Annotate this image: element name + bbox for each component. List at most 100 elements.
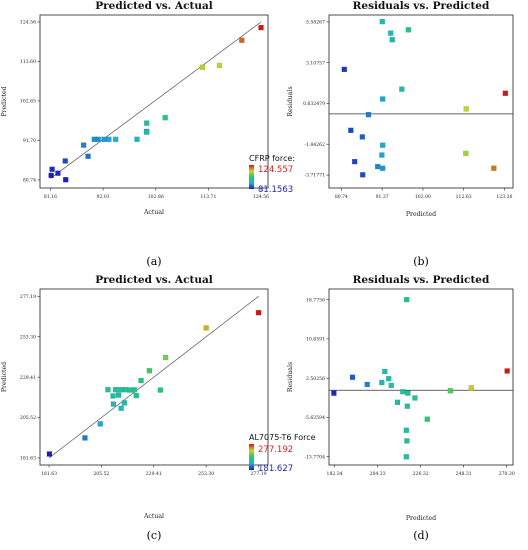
data-point bbox=[118, 405, 124, 411]
y-tick-label: 253.30 bbox=[20, 334, 36, 340]
y-tick-label: 2.50256 bbox=[306, 376, 325, 382]
y-tick-label: 18.7756 bbox=[306, 297, 325, 303]
y-axis-label: Predicted bbox=[1, 362, 8, 392]
data-point bbox=[203, 325, 209, 331]
x-axis-label: Actual bbox=[143, 209, 164, 216]
y-tick-label: 205.52 bbox=[20, 415, 36, 421]
data-point bbox=[113, 136, 119, 142]
y-tick-label: -1.84262 bbox=[304, 142, 325, 148]
data-point bbox=[389, 37, 395, 43]
x-tick-label: 81.16 bbox=[44, 194, 57, 200]
panel-d: Residuals vs. Predicted 182.34 204.33 226.3… bbox=[287, 274, 515, 542]
data-point bbox=[48, 172, 54, 179]
y-tick-label: 3.10757 bbox=[306, 60, 325, 66]
y-tick-label: 80.74 bbox=[23, 178, 36, 184]
colorbar-title: CFRP force: bbox=[249, 154, 295, 163]
y-tick-label: 102.65 bbox=[20, 99, 36, 105]
y-tick-label: -3.71771 bbox=[304, 173, 325, 179]
data-point bbox=[349, 374, 356, 380]
colorbar-title: AL7075-T6 Force bbox=[249, 433, 316, 442]
data-point bbox=[239, 37, 245, 43]
x-tick-label: 102.86 bbox=[148, 194, 164, 200]
y-tick-label: -5.63594 bbox=[304, 415, 325, 421]
data-point bbox=[352, 158, 358, 165]
colorbar-min-label: 81.1563 bbox=[258, 185, 293, 195]
data-point bbox=[379, 152, 385, 158]
data-point bbox=[404, 403, 410, 409]
data-point bbox=[162, 115, 168, 121]
plot-frame bbox=[39, 14, 269, 189]
data-point bbox=[382, 368, 388, 375]
colorbar-gradient bbox=[249, 444, 254, 470]
reference-line bbox=[50, 21, 262, 179]
data-point bbox=[134, 136, 140, 142]
x-tick-label: 204.33 bbox=[370, 471, 386, 477]
data-point bbox=[405, 27, 412, 33]
data-point bbox=[97, 421, 103, 427]
data-point bbox=[118, 387, 124, 393]
colorbar-min-label: 181.627 bbox=[258, 464, 293, 474]
y-tick-label: 0.632479 bbox=[303, 101, 325, 107]
panel-a: Predicted vs. Actual 81.16 92.01 102.86 113.… bbox=[1, 0, 295, 268]
data-point bbox=[386, 376, 392, 382]
data-point bbox=[91, 136, 97, 142]
data-point bbox=[105, 387, 111, 393]
panel-caption: (c) bbox=[147, 529, 162, 542]
panel-c: Predicted vs. Actual 181.63 205.52 229.41 25… bbox=[1, 274, 316, 542]
y-tick-label: 5.58267 bbox=[306, 19, 325, 25]
data-point bbox=[46, 451, 53, 457]
data-point bbox=[49, 166, 55, 172]
data-point bbox=[121, 400, 128, 406]
data-point bbox=[447, 388, 454, 394]
data-point bbox=[375, 163, 381, 170]
plot-frame bbox=[328, 288, 514, 466]
x-tick-label: 102.00 bbox=[415, 194, 431, 200]
data-point bbox=[258, 24, 264, 31]
data-point bbox=[388, 30, 394, 36]
x-tick-label: 124.56 bbox=[253, 194, 269, 200]
x-tick-label: 123.26 bbox=[496, 194, 512, 200]
x-axis-label: Actual bbox=[143, 513, 164, 520]
data-point bbox=[379, 379, 385, 386]
x-tick-label: 113.71 bbox=[200, 194, 216, 200]
data-point bbox=[468, 385, 474, 391]
data-point bbox=[365, 112, 372, 118]
chart-title: Residuals vs. Predicted bbox=[353, 0, 490, 12]
data-point bbox=[157, 387, 164, 393]
panel-b: Residuals vs. Predicted 80.74 91.37 102.00 1… bbox=[287, 0, 514, 268]
data-point bbox=[360, 172, 366, 178]
data-point bbox=[101, 136, 107, 142]
x-tick-label: 80.74 bbox=[335, 194, 348, 200]
colorbar-gradient bbox=[249, 165, 254, 189]
data-point bbox=[115, 392, 122, 398]
data-point bbox=[405, 390, 411, 396]
panel-caption: (b) bbox=[413, 255, 429, 268]
x-tick-label: 181.63 bbox=[41, 471, 57, 477]
data-point bbox=[404, 438, 410, 444]
colorbar-max-label: 124.557 bbox=[258, 165, 293, 175]
data-point bbox=[400, 389, 406, 395]
y-axis-label: Residuals bbox=[287, 86, 294, 116]
data-point bbox=[138, 377, 144, 384]
x-axis-label: Predicted bbox=[406, 211, 436, 218]
colorbar-max-label: 277.192 bbox=[258, 445, 293, 455]
data-point bbox=[122, 387, 129, 393]
data-point bbox=[255, 310, 262, 316]
data-point bbox=[82, 435, 88, 441]
data-point bbox=[112, 387, 119, 393]
data-point bbox=[380, 142, 386, 148]
x-axis-label: Predicted bbox=[406, 515, 436, 522]
x-tick-label: 112.63 bbox=[456, 194, 472, 200]
data-point bbox=[341, 66, 347, 73]
data-point bbox=[106, 136, 112, 142]
data-point bbox=[364, 381, 370, 388]
y-tick-label: 113.60 bbox=[20, 59, 36, 65]
data-point bbox=[133, 392, 139, 399]
data-point bbox=[403, 427, 409, 433]
x-tick-label: 91.37 bbox=[376, 194, 389, 200]
colorbar-legend: AL7075-T6 Force 277.192 181.627 bbox=[249, 433, 316, 474]
y-tick-label: 229.41 bbox=[20, 375, 36, 381]
chart-title: Predicted vs. Actual bbox=[95, 274, 213, 286]
y-tick-label: 181.63 bbox=[20, 456, 36, 462]
data-point bbox=[394, 399, 401, 405]
